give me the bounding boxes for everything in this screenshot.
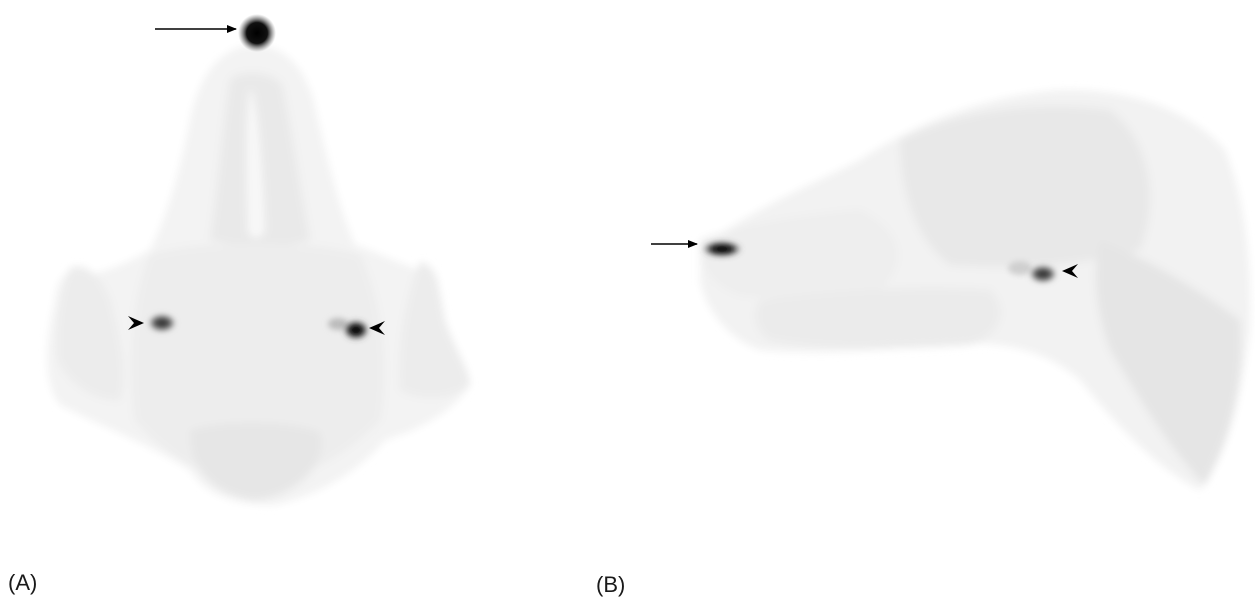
hotspot-tmj-lateral-faint [1008,261,1032,275]
hotspot-right-dorsal [343,320,369,340]
arrowhead-icon [128,316,144,330]
arrowhead-icon [369,321,385,335]
panel-a-label: (A) [8,570,38,595]
hotspot-left-dorsal [148,314,176,332]
hotspot-tmj-lateral [1029,265,1057,283]
arrowhead-icon [1062,264,1078,278]
panel-a-image [47,14,470,505]
hotspot-nose-dorsal [238,14,276,52]
panel-b-label: (B) [596,572,626,597]
hotspot-nose-lateral [702,241,742,257]
panel-b-image [651,89,1251,490]
hotspot-right-dorsal-faint [328,318,348,330]
head-silhouette-lateral [700,89,1251,490]
skull-silhouette-dorsal [47,45,470,505]
